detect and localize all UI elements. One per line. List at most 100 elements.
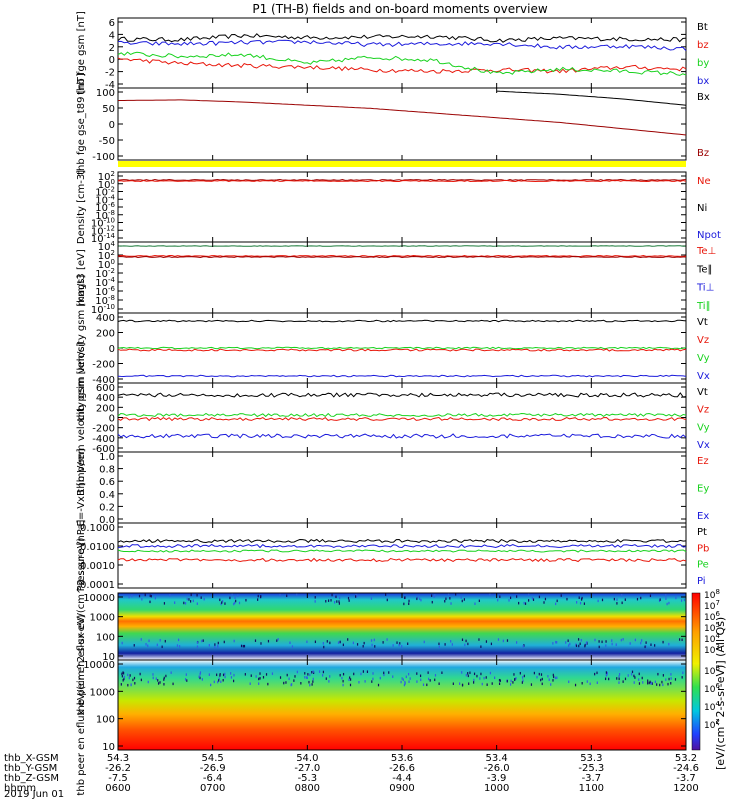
spectrogram-speckle bbox=[362, 644, 364, 648]
spectrogram-speckle bbox=[122, 679, 124, 682]
spectrogram-speckle bbox=[473, 672, 476, 676]
spectrogram-speckle bbox=[611, 639, 613, 642]
spectrogram-speckle bbox=[598, 645, 600, 649]
spectrogram-speckle bbox=[486, 683, 488, 686]
spectrogram-speckle bbox=[133, 644, 135, 647]
spectrogram-speckle bbox=[200, 596, 202, 599]
spectrogram-speckle bbox=[498, 682, 501, 685]
spectrogram-speckle bbox=[321, 674, 324, 677]
spectrogram-speckle bbox=[533, 671, 535, 675]
spectrogram-speckle bbox=[152, 673, 154, 676]
spectrogram-speckle bbox=[234, 596, 236, 600]
y-tick-label: 400 bbox=[96, 393, 115, 404]
spectrogram-speckle bbox=[403, 683, 406, 687]
spectrogram-speckle bbox=[307, 673, 309, 676]
spectrogram-speckle bbox=[339, 673, 341, 677]
spectrogram-speckle bbox=[224, 602, 226, 605]
spectrogram-speckle bbox=[606, 673, 608, 676]
legend-entry: Bz bbox=[697, 148, 709, 159]
spectrogram-speckle bbox=[678, 638, 681, 641]
spectrogram-speckle bbox=[633, 681, 635, 684]
y-tick-label: 200 bbox=[96, 329, 115, 340]
spectrogram-speckle bbox=[629, 642, 631, 645]
spectrogram-speckle bbox=[409, 677, 411, 680]
spectrogram-speckle bbox=[481, 682, 483, 686]
spectrogram-speckle bbox=[309, 683, 311, 687]
spectrogram-speckle bbox=[196, 645, 199, 648]
spectrogram-speckle bbox=[285, 681, 287, 684]
spectrogram-speckle bbox=[322, 642, 324, 645]
spectrogram-speckle bbox=[312, 680, 314, 683]
spectrogram-speckle bbox=[670, 677, 672, 680]
spectrogram-speckle bbox=[355, 595, 357, 598]
panel-1: 64 20 -2-4 thb fge gsm [nT] Bt bz by bx bbox=[76, 11, 709, 95]
x-tick-label: -6.4 bbox=[203, 773, 223, 784]
spectrogram-speckle bbox=[597, 599, 599, 603]
spectrogram-speckle bbox=[318, 670, 321, 673]
spectrogram-speckle bbox=[667, 682, 669, 686]
x-tick-label: -27.0 bbox=[294, 763, 320, 774]
spectrogram-speckle bbox=[314, 600, 316, 603]
spectrogram-speckle bbox=[408, 680, 410, 683]
spectrogram-speckle bbox=[131, 594, 133, 598]
spectrogram-speckle bbox=[123, 675, 126, 679]
spectrogram-speckle bbox=[152, 676, 154, 680]
spectrogram-speckle bbox=[219, 598, 221, 602]
spectrogram-speckle bbox=[147, 644, 149, 648]
spectrogram-speckle bbox=[221, 600, 224, 603]
spectrogram-speckle bbox=[159, 681, 161, 684]
spectrogram-speckle bbox=[510, 679, 512, 683]
spectrogram-speckle bbox=[149, 594, 151, 598]
spectrogram-speckle bbox=[461, 638, 464, 641]
spectrogram-speckle bbox=[342, 679, 344, 683]
velocity-trace bbox=[117, 412, 687, 418]
x-tick-label: 0800 bbox=[295, 783, 320, 794]
spectrogram-speckle bbox=[328, 680, 330, 683]
spectrogram-speckle bbox=[392, 675, 394, 678]
spectrogram-speckle bbox=[199, 676, 201, 680]
spectrogram bbox=[118, 593, 686, 660]
spectrogram-speckle bbox=[401, 645, 403, 648]
spectrogram-speckle bbox=[192, 599, 194, 603]
legend-entry: Vx bbox=[697, 440, 710, 451]
spectrogram-speckle bbox=[356, 594, 358, 598]
spectrogram-speckle bbox=[641, 676, 643, 680]
series-line bbox=[117, 39, 687, 51]
legend-entry: Bt bbox=[697, 22, 708, 33]
y-tick-label: 102 bbox=[98, 170, 115, 183]
x-tick-label: 0600 bbox=[105, 783, 130, 794]
spectrogram-speckle bbox=[647, 681, 649, 685]
spectrogram-speckle bbox=[580, 639, 582, 642]
y-tick-label: 10 bbox=[102, 742, 115, 753]
spectrogram-speckle bbox=[473, 681, 475, 684]
spectrogram-speckle bbox=[659, 598, 661, 601]
x-tick-label: -24.6 bbox=[673, 763, 699, 774]
y-axis-label: Density [cm-3] bbox=[76, 170, 87, 244]
spectrogram-speckle bbox=[449, 597, 451, 600]
x-tick-label: 54.3 bbox=[107, 753, 129, 764]
spectrogram-speckle bbox=[325, 599, 327, 603]
spectrogram-speckle bbox=[331, 593, 333, 597]
spectrogram-speckle bbox=[659, 683, 661, 687]
x-tick-label: -26.0 bbox=[484, 763, 510, 774]
spectrogram-speckle bbox=[217, 641, 219, 645]
spectrogram-speckle bbox=[224, 672, 226, 676]
spectrogram-speckle bbox=[528, 593, 530, 596]
y-tick-label: 0.6 bbox=[99, 477, 115, 488]
spectrogram-speckle bbox=[148, 639, 150, 643]
spectrogram-speckle bbox=[238, 601, 241, 605]
x-tick-label: 53.4 bbox=[486, 753, 508, 764]
spectrogram-speckle bbox=[605, 644, 607, 647]
spectrogram-speckle bbox=[198, 675, 200, 679]
spectrogram-speckle bbox=[434, 678, 436, 682]
spectrogram-speckle bbox=[479, 677, 481, 680]
spectrogram-speckle bbox=[294, 675, 296, 678]
spectrogram-speckle bbox=[521, 676, 524, 679]
colorbar-tick-label: 104 bbox=[704, 700, 720, 713]
spectrogram-speckle bbox=[249, 682, 251, 685]
panel-frame bbox=[117, 522, 687, 589]
spectrogram-speckle bbox=[426, 683, 428, 687]
spectrogram-speckle bbox=[258, 677, 260, 681]
spectrogram-speckle bbox=[429, 679, 431, 682]
spectrogram-speckle bbox=[644, 645, 646, 649]
